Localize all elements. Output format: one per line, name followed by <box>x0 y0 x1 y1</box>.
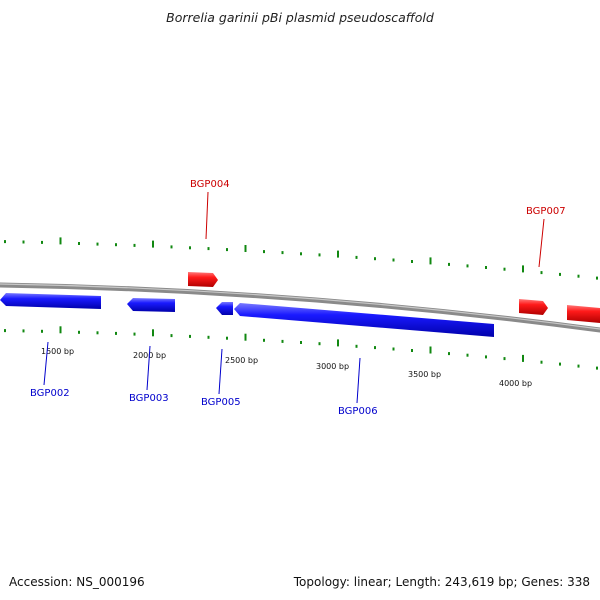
tick-mark-outer <box>115 243 117 247</box>
tick-mark-inner <box>152 329 154 337</box>
leader-bgp007 <box>538 218 545 268</box>
tick-mark-outer <box>207 247 210 251</box>
tick-mark-inner <box>281 339 284 343</box>
tick-mark-inner <box>522 354 524 362</box>
tick-row-outer <box>4 237 598 280</box>
tick-mark-inner <box>429 346 432 354</box>
tick-mark-inner <box>559 362 561 366</box>
gene-label-bgp007[interactable]: BGP007 <box>526 206 566 217</box>
tick-mark-inner <box>596 366 598 370</box>
tick-mark-outer <box>355 255 358 259</box>
tick-mark-inner <box>540 360 543 364</box>
tick-mark-outer <box>133 243 136 247</box>
accession-text: Accession: NS_000196 <box>9 575 145 589</box>
tick-mark-inner <box>411 349 413 352</box>
gene-arrow-bgp004[interactable] <box>188 272 218 287</box>
tick-mark-inner <box>503 357 506 361</box>
gene-label-bgp002[interactable]: BGP002 <box>30 388 70 399</box>
leader-bgp004 <box>205 191 209 240</box>
tick-mark-inner <box>59 326 62 334</box>
tick-mark-inner <box>189 334 191 338</box>
tick-mark-inner <box>133 332 136 336</box>
gene-label-bgp005[interactable]: BGP005 <box>201 397 241 408</box>
tick-mark-outer <box>4 240 6 244</box>
tick-mark-outer <box>522 265 524 273</box>
tick-mark-outer <box>78 242 80 245</box>
tick-mark-outer <box>318 253 321 257</box>
tick-mark-inner <box>207 335 210 339</box>
tick-mark-inner <box>448 352 450 356</box>
tick-mark-inner <box>392 347 395 351</box>
tick-mark-inner <box>485 355 487 359</box>
tick-mark-outer <box>485 266 487 269</box>
tick-row-inner <box>4 326 598 370</box>
gene-arrow-bgp002[interactable] <box>0 293 101 309</box>
tick-mark-inner <box>41 329 43 333</box>
tick-mark-outer <box>337 250 339 258</box>
leader-bgp005 <box>218 348 223 395</box>
tick-mark-inner <box>4 329 6 333</box>
tick-mark-inner <box>96 331 99 335</box>
tick-mark-inner <box>577 364 580 368</box>
tick-mark-inner <box>244 333 247 341</box>
tick-mark-outer <box>411 260 413 263</box>
tick-mark-outer <box>466 264 469 268</box>
backbone-track <box>0 282 600 333</box>
map-title: Borrelia garinii pBi plasmid pseudoscaff… <box>166 10 434 25</box>
tick-mark-outer <box>596 276 598 280</box>
tick-mark-inner <box>374 346 376 350</box>
scale-label-2500: 2500 bp <box>225 356 258 365</box>
tick-mark-inner <box>78 330 80 334</box>
leader-bgp006 <box>356 357 361 404</box>
tick-mark-outer <box>392 258 395 262</box>
gene-arrow-bgp007[interactable] <box>519 299 548 315</box>
tick-mark-inner <box>318 342 321 346</box>
tick-mark-outer <box>559 272 561 276</box>
tick-mark-inner <box>337 339 339 347</box>
gene-arrow-bgp006[interactable] <box>234 303 494 337</box>
tick-mark-outer <box>226 248 228 252</box>
tick-mark-outer <box>503 267 506 271</box>
gene-label-bgp006[interactable]: BGP006 <box>338 406 378 417</box>
tick-mark-inner <box>263 338 265 342</box>
gene-arrow-bgp005[interactable] <box>216 302 233 315</box>
scale-label-4000: 4000 bp <box>499 379 532 388</box>
tick-mark-outer <box>263 250 265 254</box>
gene-arrow-bgp003[interactable] <box>127 298 175 312</box>
tick-mark-outer <box>22 240 25 244</box>
tick-mark-inner <box>170 334 173 338</box>
tick-mark-inner <box>115 331 117 335</box>
gene-label-bgp003[interactable]: BGP003 <box>129 393 169 404</box>
tick-mark-inner <box>466 353 469 357</box>
tick-mark-outer <box>152 240 154 248</box>
leader-bgp003 <box>146 345 151 391</box>
tick-mark-outer <box>448 262 450 266</box>
tick-mark-outer <box>59 237 62 245</box>
tick-mark-outer <box>41 240 43 244</box>
tick-mark-outer <box>429 257 432 265</box>
scale-label-3500: 3500 bp <box>408 370 441 379</box>
tick-mark-outer <box>170 245 173 249</box>
tick-mark-outer <box>96 242 99 246</box>
gene-label-bgp004[interactable]: BGP004 <box>190 179 230 190</box>
tick-mark-inner <box>226 336 228 340</box>
topology-summary: Topology: linear; Length: 243,619 bp; Ge… <box>293 575 590 589</box>
backbone-highlight <box>0 283 600 330</box>
gene-arrow-unlabeled[interactable] <box>567 305 600 323</box>
scale-label-3000: 3000 bp <box>316 362 349 371</box>
tick-mark-outer <box>540 271 543 275</box>
tick-mark-inner <box>300 341 302 344</box>
tick-mark-outer <box>577 274 580 278</box>
leader-bgp002 <box>43 341 49 386</box>
tick-mark-outer <box>281 251 284 255</box>
tick-mark-outer <box>300 252 302 256</box>
tick-mark-outer <box>244 245 247 252</box>
scale-label-1500: 1500 bp <box>41 347 74 356</box>
tick-mark-outer <box>374 257 376 261</box>
tick-mark-inner <box>355 344 358 348</box>
tick-mark-inner <box>22 329 25 333</box>
tick-mark-outer <box>189 246 191 250</box>
